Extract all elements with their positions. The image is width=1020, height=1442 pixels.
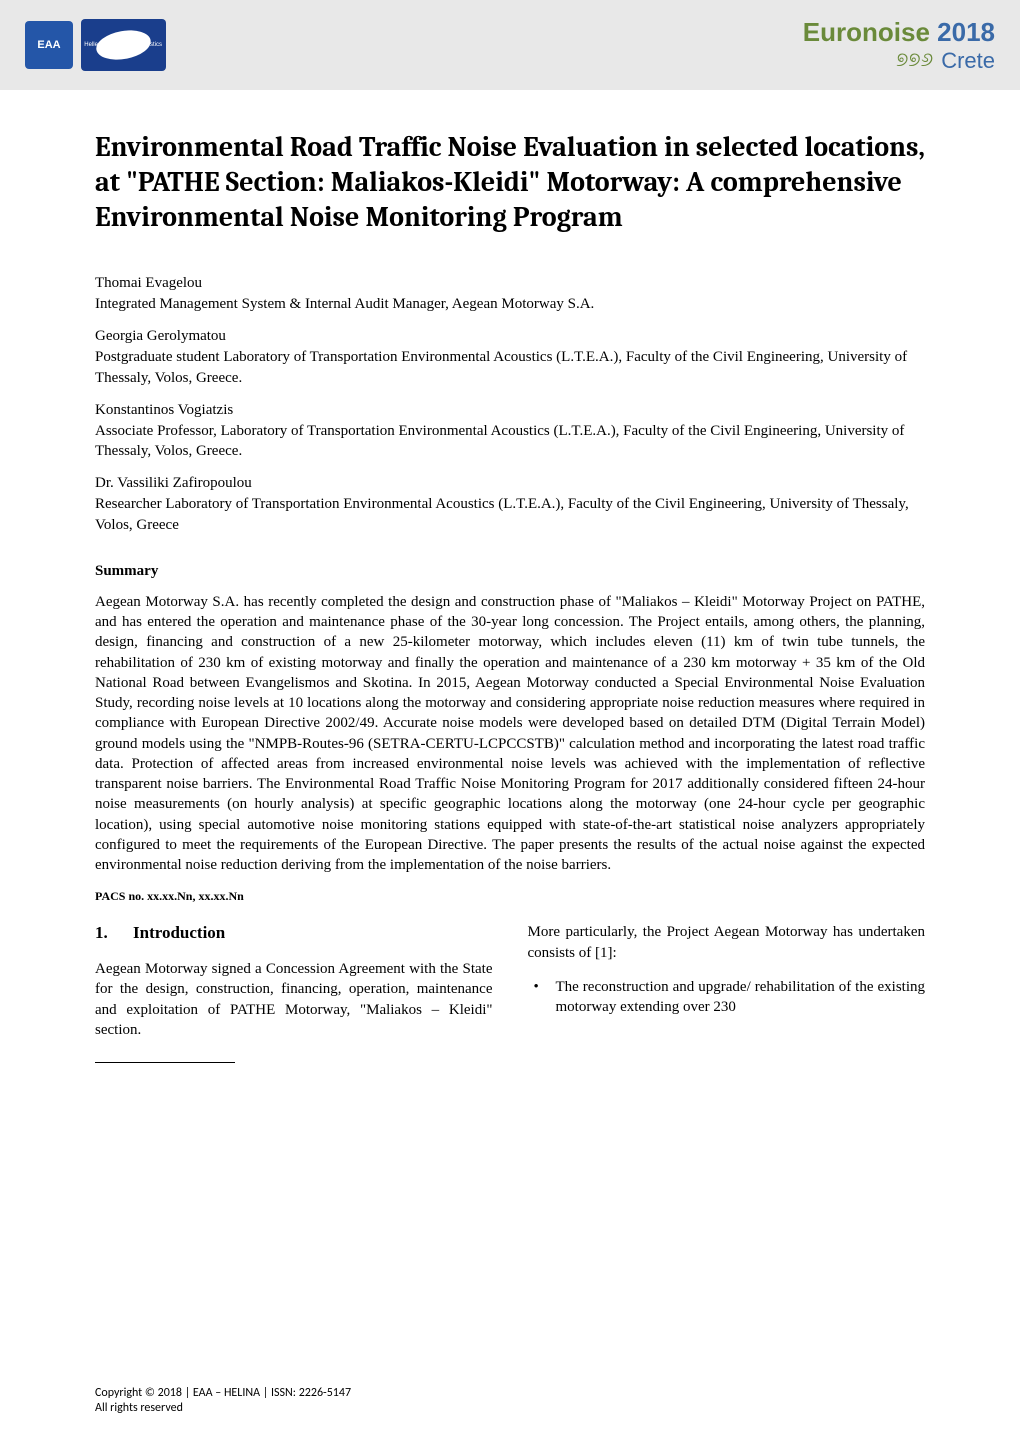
author-name: Dr. Vassiliki Zafiropoulou (95, 475, 925, 492)
section-number: 1. (95, 922, 133, 945)
paper-content: Environmental Road Traffic Noise Evaluat… (0, 90, 1020, 1093)
author-affiliation: Associate Professor, Laboratory of Trans… (95, 421, 925, 462)
summary-heading: Summary (95, 563, 925, 580)
author-name: Georgia Gerolymatou (95, 328, 925, 345)
author-name: Thomai Evagelou (95, 275, 925, 292)
swirl-icon: ୭୭୬ (896, 49, 933, 72)
hia-logo-text: Hellenic Institute of Acoustics (84, 42, 162, 49)
hia-logo: Hellenic Institute of Acoustics (81, 19, 166, 71)
conference-prefix: Euronoise (803, 17, 937, 47)
list-item: The reconstruction and upgrade/ rehabili… (528, 977, 926, 1018)
eaa-logo-text: EAA (37, 39, 60, 51)
eaa-logo: EAA (25, 21, 73, 69)
two-column-body: 1.Introduction Aegean Motorway signed a … (95, 922, 925, 1063)
author-block-3: Dr. Vassiliki Zafiropoulou Researcher La… (95, 475, 925, 535)
footer-rights: All rights reserved (95, 1401, 351, 1417)
footer-copyright: Copyright © 2018 | EAA – HELINA | ISSN: … (95, 1386, 351, 1402)
author-affiliation: Researcher Laboratory of Transportation … (95, 494, 925, 535)
author-block-0: Thomai Evagelou Integrated Management Sy… (95, 275, 925, 314)
conference-name: Euronoise 2018 (803, 17, 995, 48)
author-affiliation: Postgraduate student Laboratory of Trans… (95, 347, 925, 388)
page-footer: Copyright © 2018 | EAA – HELINA | ISSN: … (95, 1386, 351, 1417)
paper-title: Environmental Road Traffic Noise Evaluat… (95, 130, 925, 235)
conference-location: ୭୭୬ Crete (803, 48, 995, 74)
section-heading: 1.Introduction (95, 922, 493, 945)
intro-right-paragraph: More particularly, the Project Aegean Mo… (528, 922, 926, 963)
footnote-divider (95, 1062, 235, 1063)
conference-banner: EAA Hellenic Institute of Acoustics Euro… (0, 0, 1020, 90)
conference-location-text: Crete (941, 48, 995, 74)
banner-conference-info: Euronoise 2018 ୭୭୬ Crete (803, 17, 995, 74)
intro-left-paragraph: Aegean Motorway signed a Concession Agre… (95, 959, 493, 1040)
author-block-2: Konstantinos Vogiatzis Associate Profess… (95, 402, 925, 462)
pacs-line: PACS no. xx.xx.Nn, xx.xx.Nn (95, 889, 925, 904)
section-title: Introduction (133, 923, 225, 942)
author-name: Konstantinos Vogiatzis (95, 402, 925, 419)
banner-logos: EAA Hellenic Institute of Acoustics (25, 19, 166, 71)
summary-text: Aegean Motorway S.A. has recently comple… (95, 592, 925, 876)
left-column: 1.Introduction Aegean Motorway signed a … (95, 922, 493, 1063)
right-column: More particularly, the Project Aegean Mo… (528, 922, 926, 1063)
bullet-list: The reconstruction and upgrade/ rehabili… (528, 977, 926, 1018)
author-affiliation: Integrated Management System & Internal … (95, 294, 925, 314)
conference-year: 2018 (937, 17, 995, 47)
author-block-1: Georgia Gerolymatou Postgraduate student… (95, 328, 925, 388)
